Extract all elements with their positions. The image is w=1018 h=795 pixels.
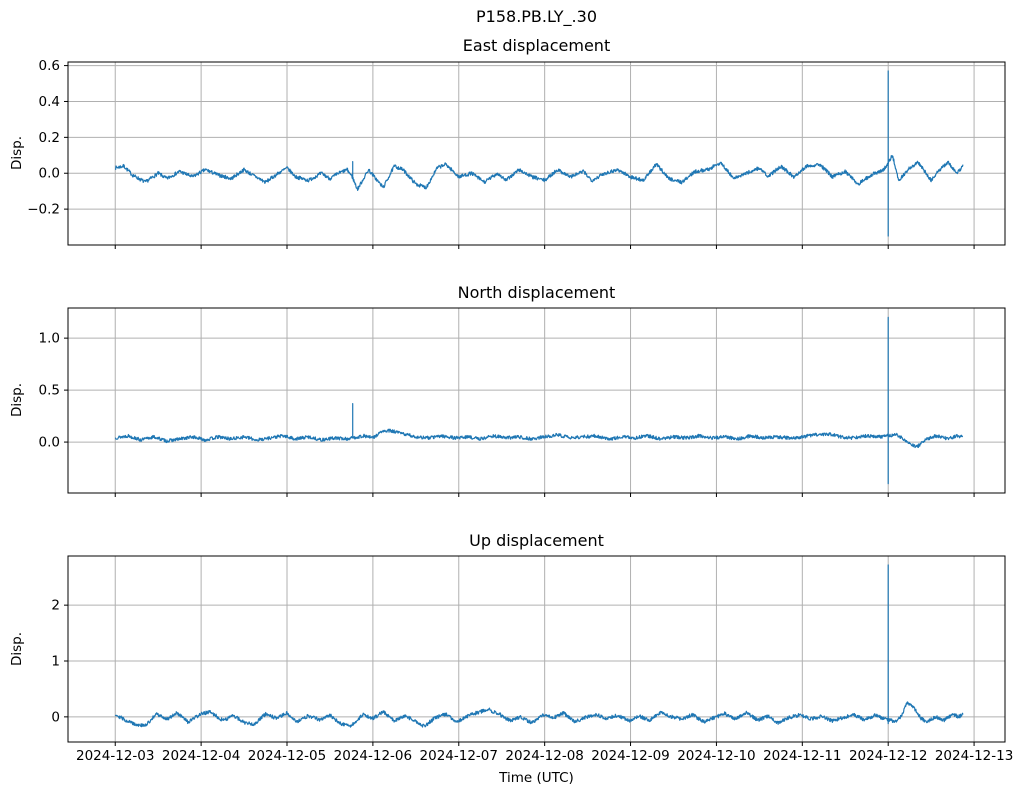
axes-spines: [67, 555, 1006, 743]
subplot-title-up: Up displacement: [469, 531, 604, 550]
x-tick-label: 2024-12-11: [763, 748, 841, 764]
y-tick-label: 1.0: [39, 331, 60, 347]
plot-north: 1.0 0.5 0.0: [39, 307, 1006, 497]
displacement-trace: [114, 70, 964, 237]
x-axis-label: Time (UTC): [499, 770, 574, 786]
subplot-title-north: North displacement: [457, 283, 616, 302]
y-tick-label: −0.2: [27, 202, 60, 218]
y-tick-label: 0.4: [39, 94, 60, 110]
axes-spines: [67, 307, 1006, 494]
plot-up: 2024-12-03 2024-12-04 2024-12-05 2024-12-06…: [51, 555, 1013, 764]
y-tick-label: 0.0: [39, 435, 60, 451]
x-tick-label: 2024-12-06: [334, 748, 412, 764]
x-tick-label: 2024-12-12: [849, 748, 927, 764]
y-tick-label: 2: [51, 598, 60, 614]
y-tick-label: 0.5: [39, 383, 60, 399]
x-tick-label: 2024-12-09: [591, 748, 669, 764]
plot-east: 0.6 0.4 0.2 0.0 −0.2: [27, 58, 1006, 249]
y-tick-label: 1: [51, 654, 60, 670]
y-axis-label-east: Disp.: [9, 135, 25, 171]
x-tick-label: 2024-12-05: [248, 748, 326, 764]
displacement-trace: [114, 316, 964, 485]
figure-title: P158.PB.LY_.30: [476, 7, 597, 26]
x-tick-label: 2024-12-08: [505, 748, 583, 764]
y-axis-label-up: Disp.: [9, 631, 25, 667]
y-tick-label: 0.6: [39, 58, 60, 74]
y-tick-label: 0.0: [39, 166, 60, 182]
x-tick-label: 2024-12-03: [76, 748, 154, 764]
y-axis-label-north: Disp.: [9, 382, 25, 418]
x-tick-label: 2024-12-04: [162, 748, 240, 764]
y-tick-label: 0: [51, 709, 60, 725]
y-tick-label: 0.2: [39, 130, 60, 146]
displacement-trace: [114, 564, 964, 728]
x-tick-label: 2024-12-13: [935, 748, 1013, 764]
subplot-title-east: East displacement: [462, 36, 611, 55]
axes-spines: [67, 61, 1006, 246]
x-tick-label: 2024-12-07: [420, 748, 498, 764]
x-tick-label: 2024-12-10: [677, 748, 755, 764]
